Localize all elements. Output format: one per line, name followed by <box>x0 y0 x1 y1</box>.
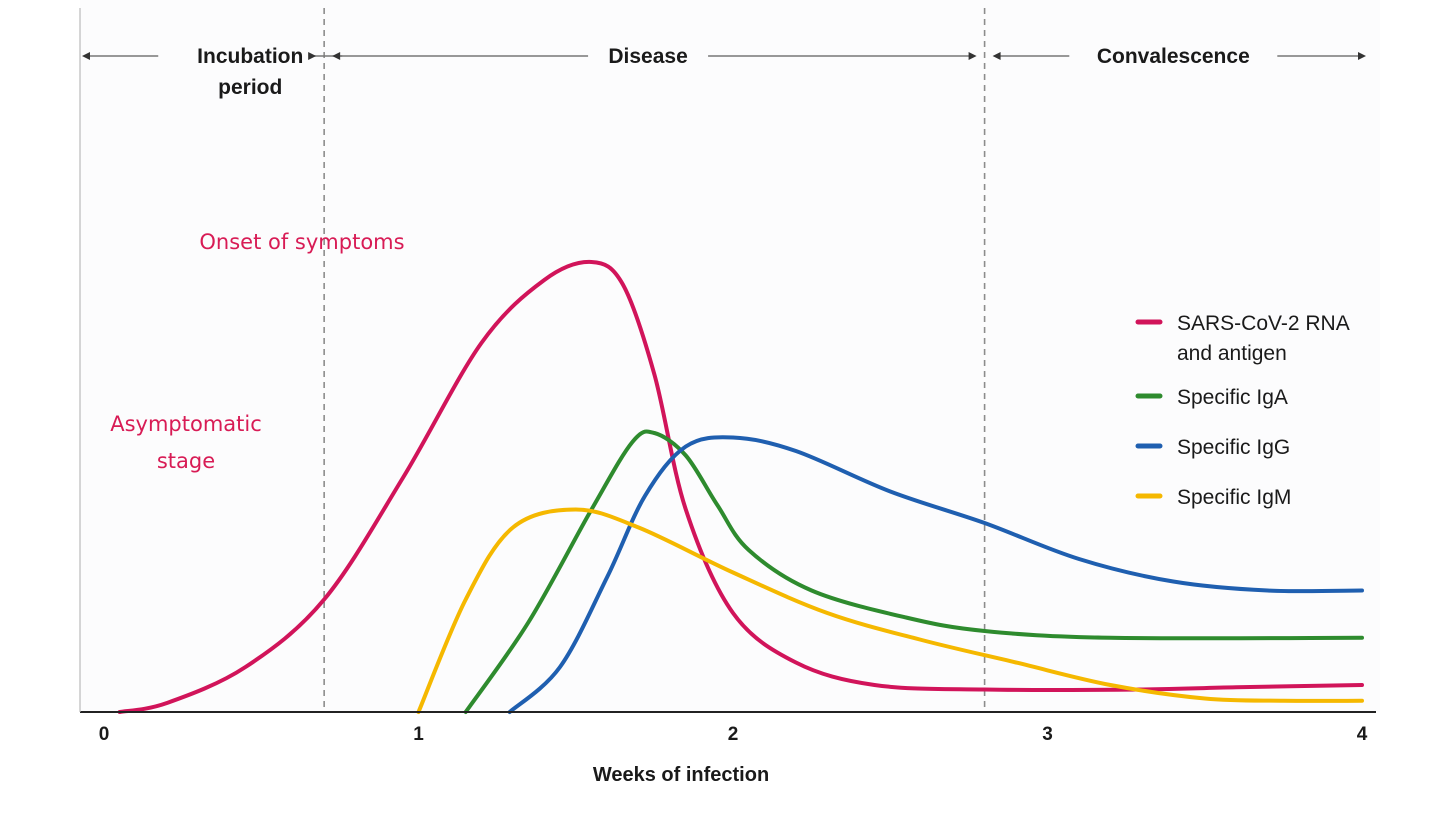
phase-arrowhead-left <box>992 52 1001 60</box>
annotation-text: Asymptomatic <box>110 412 262 436</box>
x-axis-title: Weeks of infection <box>593 764 769 786</box>
phase-arrowhead-right <box>1358 52 1366 60</box>
annotations: Onset of symptoms Asymptomatic stage <box>110 230 404 473</box>
phase-label: Incubation <box>197 45 303 68</box>
phase-arrowhead-left <box>332 52 341 60</box>
legend-label: Specific IgA <box>1177 386 1288 409</box>
phase-arrowhead-right <box>968 52 977 60</box>
phase-arrowhead-right <box>308 52 317 60</box>
x-tick-label: 3 <box>1042 724 1053 745</box>
legend-label: Specific IgG <box>1177 436 1290 459</box>
phase-label: period <box>218 76 282 99</box>
x-tick-label: 4 <box>1357 724 1368 745</box>
legend-label: Specific IgM <box>1177 486 1291 509</box>
series-lines <box>117 259 1364 714</box>
series-line <box>117 259 1364 714</box>
phase-label: Convalescence <box>1097 45 1250 68</box>
annotation-text: stage <box>157 449 215 473</box>
legend-label: SARS-CoV-2 RNA <box>1177 312 1350 335</box>
series-line <box>507 435 1364 714</box>
x-tick-label: 2 <box>728 724 739 745</box>
phase-boundaries <box>323 8 986 712</box>
plot-background <box>80 0 1380 712</box>
phase-label: Disease <box>608 45 687 68</box>
phase-arrowhead-left <box>82 52 90 60</box>
series-line <box>416 507 1364 714</box>
x-tick-label: 0 <box>99 724 110 745</box>
series-line <box>463 429 1364 714</box>
annotation-text: Onset of symptoms <box>199 230 404 254</box>
x-axis: 0 1 2 3 4 Weeks of infection <box>79 8 1376 786</box>
legend: SARS-CoV-2 RNA and antigen Specific IgA Spe… <box>1135 312 1350 509</box>
x-tick-label: 1 <box>413 724 424 745</box>
legend-label: and antigen <box>1177 342 1287 365</box>
phase-headers: Incubation period Disease Convalescence <box>82 45 1366 99</box>
